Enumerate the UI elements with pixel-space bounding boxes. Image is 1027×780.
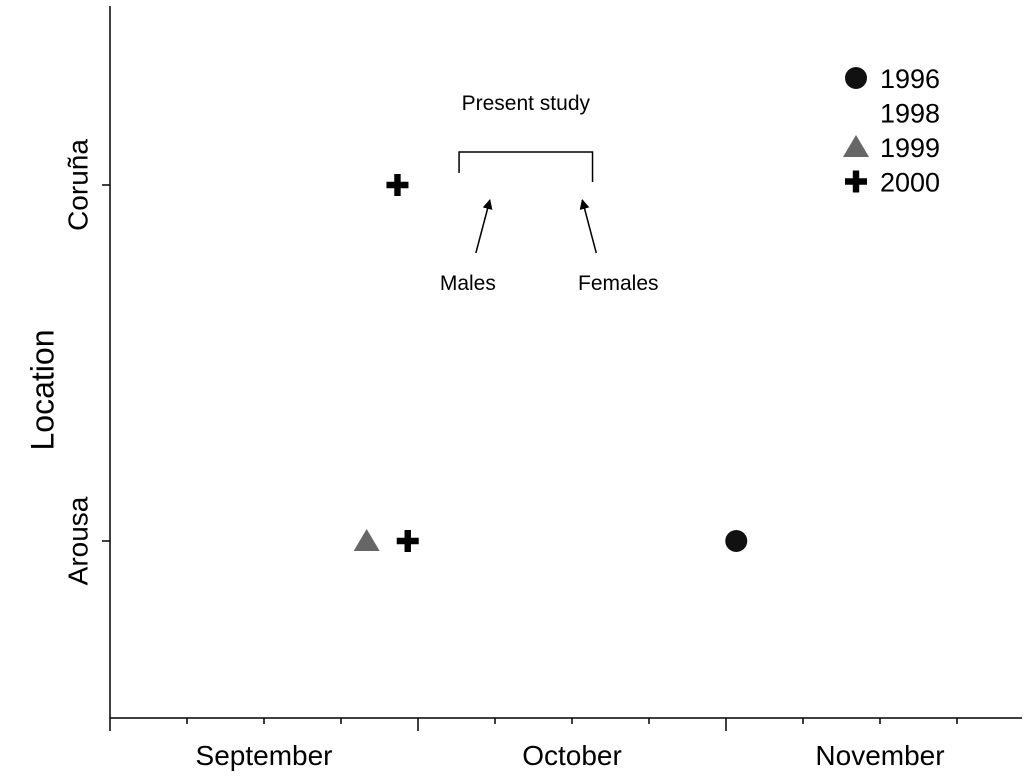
data-point-1999-triangle xyxy=(353,529,380,551)
y-tick-labels: Arousa Coruña xyxy=(62,139,93,586)
annotations: Present study Males Females xyxy=(440,92,659,295)
x-tick-label: October xyxy=(522,740,622,771)
legend-item: 1998 xyxy=(880,99,940,129)
data-point-2000-plus xyxy=(396,530,419,552)
y-tick-label: Coruña xyxy=(62,139,93,231)
bracket xyxy=(458,151,594,182)
bracket-label: Present study xyxy=(462,92,591,115)
legend-label: 1999 xyxy=(880,133,940,163)
x-tick-labels: September October November xyxy=(196,740,945,771)
legend-label: 2000 xyxy=(880,168,940,198)
arrow-males xyxy=(475,199,493,254)
data-point-1996-circle xyxy=(725,530,748,552)
y-axis-title: Location xyxy=(24,330,60,451)
x-tick-label: November xyxy=(815,740,944,771)
legend-item: 1999 xyxy=(843,133,940,163)
y-tick-label: Arousa xyxy=(62,496,93,585)
y-ticks xyxy=(102,184,110,542)
axes xyxy=(109,6,1022,719)
legend-marker-circle xyxy=(845,67,867,89)
arrow-label-females: Females xyxy=(578,272,659,295)
legend-label: 1996 xyxy=(880,64,940,94)
x-tick-label: September xyxy=(196,740,333,771)
legend: 1996 1998 1999 2000 xyxy=(843,64,940,198)
legend-marker-plus xyxy=(845,170,867,193)
legend-label: 1998 xyxy=(880,99,940,129)
data-points xyxy=(353,174,748,552)
arrow-label-males: Males xyxy=(440,272,496,295)
arrow-females xyxy=(579,199,597,254)
data-point-2000-plus xyxy=(386,174,409,196)
legend-marker-triangle xyxy=(843,135,869,157)
legend-item: 1996 xyxy=(845,64,940,94)
x-ticks xyxy=(109,718,958,731)
legend-item: 2000 xyxy=(845,168,940,198)
